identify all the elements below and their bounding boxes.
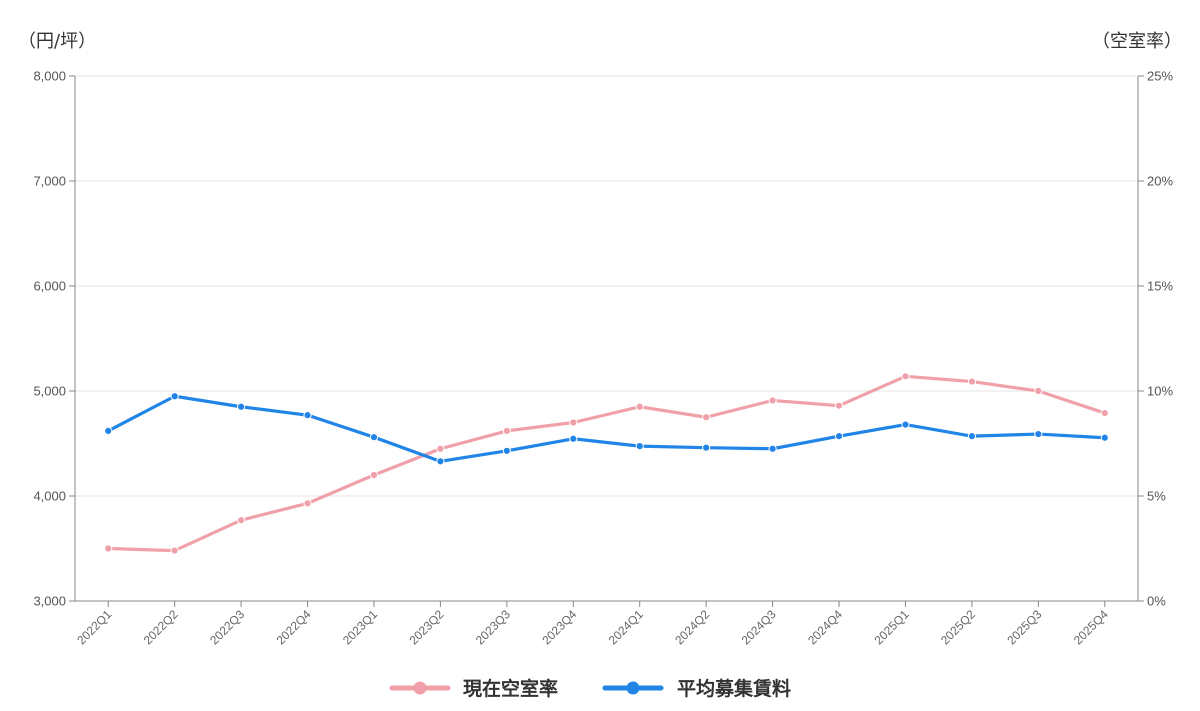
x-tick-label: 2025Q2 <box>938 607 978 647</box>
y-right-tick-label: 5% <box>1147 489 1166 504</box>
vacancy-rate-point <box>369 470 379 480</box>
y-right-tick-label: 25% <box>1147 69 1173 84</box>
legend-label: 平均募集賃料 <box>677 677 791 700</box>
legend-item-average-rent[interactable]: 平均募集賃料 <box>602 677 791 700</box>
axes: 3,000 4,000 5,000 6,000 7,000 8,000 0% 5% 10% 15%… <box>33 69 1173 648</box>
x-tick-label: 2023Q3 <box>473 607 513 647</box>
average-rent-point <box>1034 429 1043 439</box>
x-tick-label: 2025Q4 <box>1071 607 1111 647</box>
vacancy-rate-point <box>702 413 711 422</box>
average-rent-point <box>236 402 246 411</box>
x-tick-label: 2024Q4 <box>805 607 845 647</box>
vacancy-rate-point <box>768 396 777 405</box>
x-tick-label: 2024Q1 <box>606 607 646 647</box>
y-left-tick-label: 8,000 <box>33 69 66 84</box>
legend[interactable]: 現在空室率 平均募集賃料 <box>389 677 791 700</box>
left-axis-unit: （円/坪） <box>18 31 96 52</box>
average-rent-point <box>303 411 312 420</box>
average-rent-point <box>502 446 511 455</box>
x-tick-label: 2024Q2 <box>672 607 712 647</box>
x-tick-label: 2024Q3 <box>739 607 779 647</box>
average-rent-point <box>901 420 910 429</box>
legend-label: 現在空室率 <box>463 677 558 700</box>
x-tick-label: 2023Q4 <box>539 607 579 647</box>
average-rent-point <box>170 392 179 401</box>
series-lines <box>104 372 1109 555</box>
vacancy-rate-point <box>635 402 644 411</box>
average-rent-point <box>768 444 777 453</box>
x-tick-label: 2022Q4 <box>274 607 314 647</box>
vacancy-rate-point <box>502 426 511 435</box>
average-rent-point <box>369 433 379 442</box>
vacancy-rate-line <box>106 374 1107 553</box>
average-rent-point <box>702 443 711 452</box>
average-rent-point <box>104 426 113 435</box>
y-left-tick-label: 4,000 <box>33 489 66 504</box>
average-rent-point <box>436 457 445 466</box>
legend-swatch-marker <box>626 681 640 695</box>
average-rent-point <box>834 432 844 441</box>
vacancy-rate-point <box>569 418 578 427</box>
vacancy-rate-point <box>1100 408 1109 418</box>
vacancy-rate-point <box>834 401 844 410</box>
vacancy-rate-point <box>967 377 977 386</box>
average-rent-point <box>635 442 644 451</box>
legend-item-vacancy-rate[interactable]: 現在空室率 <box>389 677 558 700</box>
average-rent-point <box>967 432 977 441</box>
average-rent-point <box>569 434 578 443</box>
vacancy-rate-point <box>1034 386 1043 396</box>
y-right-tick-label: 15% <box>1147 279 1173 294</box>
right-axis-unit: （空室率） <box>1092 31 1182 52</box>
y-right-tick-label: 20% <box>1147 174 1173 189</box>
y-left-tick-label: 7,000 <box>33 174 66 189</box>
x-tick-label: 2025Q1 <box>871 607 911 647</box>
x-tick-label: 2025Q3 <box>1004 607 1044 647</box>
y-left-tick-label: 3,000 <box>33 594 66 609</box>
x-tick-label: 2022Q1 <box>74 607 114 647</box>
vacancy-rate-point <box>236 516 246 525</box>
x-tick-label: 2023Q2 <box>406 607 446 647</box>
vacancy-rate-point <box>436 444 445 453</box>
y-right-tick-label: 10% <box>1147 384 1173 399</box>
legend-swatch-marker <box>413 681 427 695</box>
vacancy-rate-point <box>170 546 179 555</box>
vacancy-rate-point <box>104 544 113 553</box>
average-rent-point <box>1100 433 1109 442</box>
average-rent-line <box>106 394 1107 463</box>
y-left-tick-label: 6,000 <box>33 279 66 294</box>
y-right-tick-label: 0% <box>1147 594 1166 609</box>
x-tick-label: 2022Q2 <box>141 607 181 647</box>
y-left-tick-label: 5,000 <box>33 384 66 399</box>
gridlines <box>75 75 1138 497</box>
vacancy-rate-point <box>901 372 910 381</box>
x-tick-label: 2022Q3 <box>207 607 247 647</box>
x-tick-label: 2023Q1 <box>340 607 380 647</box>
vacancy-rate-point <box>303 499 312 508</box>
